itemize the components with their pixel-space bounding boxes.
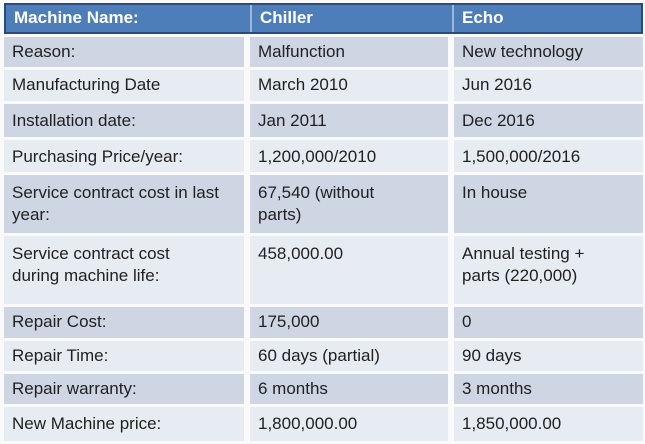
table-header-row: Machine Name: Chiller Echo bbox=[4, 3, 643, 34]
row-label-cell: Repair Time: bbox=[4, 341, 244, 371]
row-label-cell: New Machine price: bbox=[4, 407, 244, 441]
table-row-installation-date: Installation date: Jan 2011 Dec 2016 bbox=[4, 104, 643, 137]
echo-value-cell: In house bbox=[454, 175, 643, 233]
row-label-cell: Installation date: bbox=[4, 104, 244, 137]
table-row-service-cost-machine-life: Service contract cost during machine lif… bbox=[4, 236, 643, 304]
echo-value-cell: 1,850,000.00 bbox=[454, 407, 643, 441]
echo-value-cell: 3 months bbox=[454, 374, 643, 404]
header-echo-column: Echo bbox=[452, 5, 641, 32]
table-row-service-cost-last-year: Service contract cost in last year: 67,5… bbox=[4, 175, 643, 233]
row-label-cell: Repair warranty: bbox=[4, 374, 244, 404]
table-row-repair-time: Repair Time: 60 days (partial) 90 days bbox=[4, 341, 643, 371]
table-row-new-machine-price: New Machine price: 1,800,000.00 1,850,00… bbox=[4, 407, 643, 441]
table-row-reason: Reason: Malfunction New technology bbox=[4, 37, 643, 67]
echo-value-cell: Annual testing + parts (220,000) bbox=[454, 236, 643, 304]
chiller-value-cell: March 2010 bbox=[250, 70, 448, 101]
table-row-repair-warranty: Repair warranty: 6 months 3 months bbox=[4, 374, 643, 404]
table-row-purchasing-price: Purchasing Price/year: 1,200,000/2010 1,… bbox=[4, 140, 643, 172]
echo-value-cell: 90 days bbox=[454, 341, 643, 371]
chiller-value-cell: 1,800,000.00 bbox=[250, 407, 448, 441]
chiller-value-cell: 60 days (partial) bbox=[250, 341, 448, 371]
chiller-value-cell: 175,000 bbox=[250, 307, 448, 338]
chiller-value-cell: Malfunction bbox=[250, 37, 448, 67]
echo-value-cell: 1,500,000/2016 bbox=[454, 140, 643, 172]
row-label-cell: Reason: bbox=[4, 37, 244, 67]
row-label-cell: Purchasing Price/year: bbox=[4, 140, 244, 172]
chiller-value-cell: 458,000.00 bbox=[250, 236, 448, 304]
row-label-cell: Service contract cost in last year: bbox=[4, 175, 244, 233]
echo-value-cell: Jun 2016 bbox=[454, 70, 643, 101]
chiller-value-cell: Jan 2011 bbox=[250, 104, 448, 137]
row-label-cell: Manufacturing Date bbox=[4, 70, 244, 101]
chiller-value-cell: 67,540 (without parts) bbox=[250, 175, 448, 233]
chiller-value-cell: 6 months bbox=[250, 374, 448, 404]
header-chiller-column: Chiller bbox=[250, 5, 448, 32]
machine-comparison-table: Machine Name: Chiller Echo Reason: Malfu… bbox=[4, 3, 643, 441]
row-label-cell: Service contract cost during machine lif… bbox=[4, 236, 244, 304]
chiller-value-cell: 1,200,000/2010 bbox=[250, 140, 448, 172]
echo-value-cell: 0 bbox=[454, 307, 643, 338]
echo-value-cell: Dec 2016 bbox=[454, 104, 643, 137]
header-machine-name-label: Machine Name: bbox=[14, 8, 139, 27]
row-label-cell: Repair Cost: bbox=[4, 307, 244, 338]
table-row-repair-cost: Repair Cost: 175,000 0 bbox=[4, 307, 643, 338]
echo-value-cell: New technology bbox=[454, 37, 643, 67]
table-row-manufacturing-date: Manufacturing Date March 2010 Jun 2016 bbox=[4, 70, 643, 101]
